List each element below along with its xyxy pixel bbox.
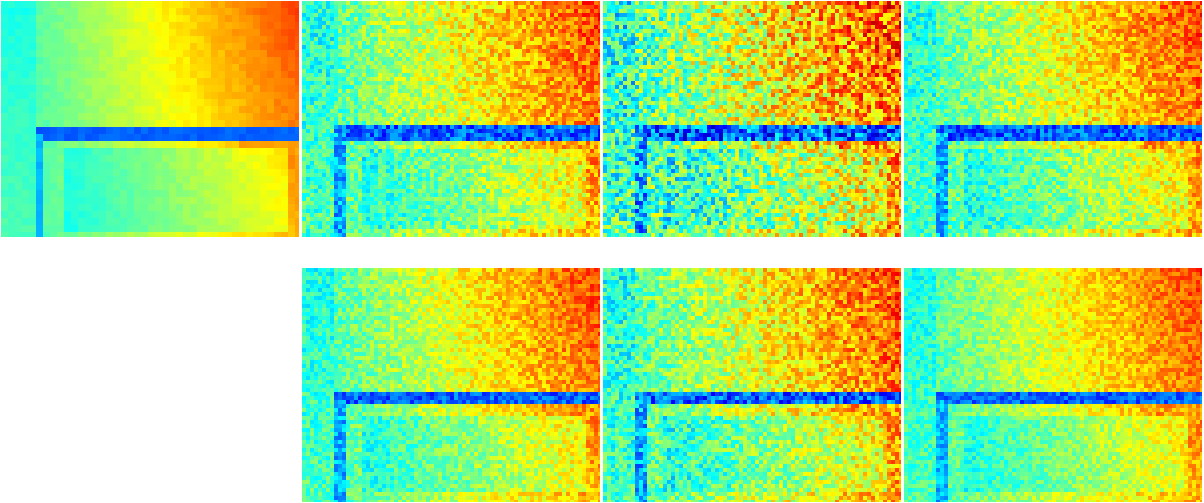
panel-row1-col4 (904, 1, 1202, 237)
heatmap-image (603, 1, 901, 237)
panel-row2-col3 (603, 268, 901, 502)
panel-row1-col3 (603, 1, 901, 237)
heatmap-image (904, 268, 1202, 502)
heatmap-image (603, 268, 901, 502)
panel-row2-col2 (302, 268, 600, 502)
heatmap-image (904, 1, 1202, 237)
empty-cell (1, 268, 299, 502)
panel-row1-col1 (1, 1, 299, 237)
heatmap-image (302, 1, 600, 237)
heatmap-image (1, 1, 299, 237)
panel-row2-col4 (904, 268, 1202, 502)
heatmap-image (302, 268, 600, 502)
panel-row1-col2 (302, 1, 600, 237)
